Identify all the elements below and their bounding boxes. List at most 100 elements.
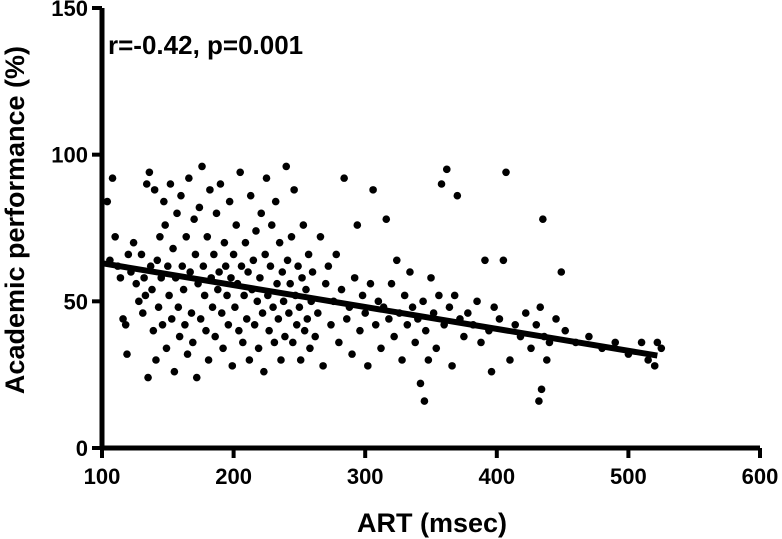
data-point (103, 197, 112, 206)
data-point (129, 238, 138, 247)
data-point (437, 180, 446, 188)
data-point (543, 356, 551, 364)
data-point (316, 233, 325, 241)
data-point (229, 250, 238, 259)
data-point (244, 268, 252, 276)
x-axis-ticks: 100 200 300 400 500 600 (84, 448, 778, 489)
data-point (217, 309, 226, 317)
data-point (366, 279, 375, 288)
data-point (231, 303, 239, 312)
data-points (103, 162, 666, 405)
data-point (502, 168, 510, 177)
data-point (637, 338, 646, 347)
y-tick-label: 150 (51, 0, 88, 21)
data-point (306, 344, 314, 353)
data-point (392, 256, 401, 265)
data-point (256, 274, 264, 282)
y-tick-label: 100 (51, 143, 88, 168)
data-point (332, 250, 341, 259)
data-point (177, 191, 185, 200)
data-point (150, 186, 159, 194)
data-point (123, 350, 131, 358)
y-tick-label: 0 (76, 436, 88, 461)
data-point (294, 262, 302, 270)
data-point (511, 321, 520, 329)
data-point (299, 221, 308, 229)
data-point (249, 256, 258, 265)
data-point (557, 268, 566, 276)
data-point (158, 321, 167, 329)
data-point (262, 174, 271, 182)
data-point (273, 279, 281, 288)
data-point (487, 367, 496, 376)
data-point (252, 227, 260, 235)
data-point (403, 321, 412, 329)
data-point (119, 315, 127, 323)
data-point (490, 303, 498, 312)
data-point (314, 309, 322, 317)
data-point (108, 174, 117, 182)
data-point (421, 326, 430, 335)
data-point (442, 165, 451, 174)
data-point (266, 262, 275, 270)
data-point (335, 338, 343, 347)
data-point (561, 326, 570, 335)
data-point (206, 186, 214, 194)
data-point (424, 356, 433, 364)
data-point (181, 321, 189, 329)
data-point (135, 297, 143, 306)
data-point (358, 291, 367, 300)
data-point (353, 221, 362, 229)
data-point (521, 309, 530, 317)
data-point (321, 279, 330, 288)
data-point (165, 291, 173, 300)
data-point (296, 356, 305, 364)
data-point (246, 191, 255, 200)
data-point (348, 350, 356, 358)
data-point (211, 332, 219, 341)
data-point (585, 332, 593, 341)
data-point (286, 279, 294, 288)
data-point (221, 262, 230, 270)
data-point (187, 309, 196, 317)
data-point (227, 274, 235, 282)
data-point (460, 332, 468, 341)
data-point (527, 344, 535, 353)
data-point (611, 338, 620, 347)
data-point (121, 321, 130, 329)
data-point (161, 221, 169, 229)
data-point (241, 238, 250, 247)
data-point (298, 274, 306, 282)
data-point (200, 291, 209, 300)
data-point (261, 250, 269, 259)
data-point (116, 274, 125, 282)
data-point (453, 191, 462, 200)
data-point (385, 315, 393, 323)
data-point (374, 297, 383, 306)
data-point (186, 268, 194, 276)
data-point (398, 356, 406, 364)
data-point (162, 344, 171, 353)
data-point (216, 180, 225, 188)
x-tick-label: 200 (215, 464, 252, 489)
data-point (185, 174, 193, 182)
data-point (435, 291, 443, 300)
data-point (382, 215, 391, 223)
data-point (175, 332, 184, 341)
data-point (350, 274, 359, 282)
data-point (124, 250, 133, 259)
data-point (132, 279, 141, 288)
data-point (537, 385, 546, 394)
data-point (271, 197, 280, 206)
data-point (308, 268, 317, 276)
data-point (285, 309, 293, 317)
data-point (420, 397, 429, 405)
data-point (539, 215, 547, 223)
data-point (198, 162, 206, 171)
x-tick-label: 100 (84, 464, 121, 489)
data-point (219, 344, 227, 353)
data-point (265, 326, 273, 335)
data-point (657, 344, 666, 353)
data-point (495, 315, 504, 323)
correlation-annotation: r=-0.42, p=0.001 (108, 30, 303, 60)
